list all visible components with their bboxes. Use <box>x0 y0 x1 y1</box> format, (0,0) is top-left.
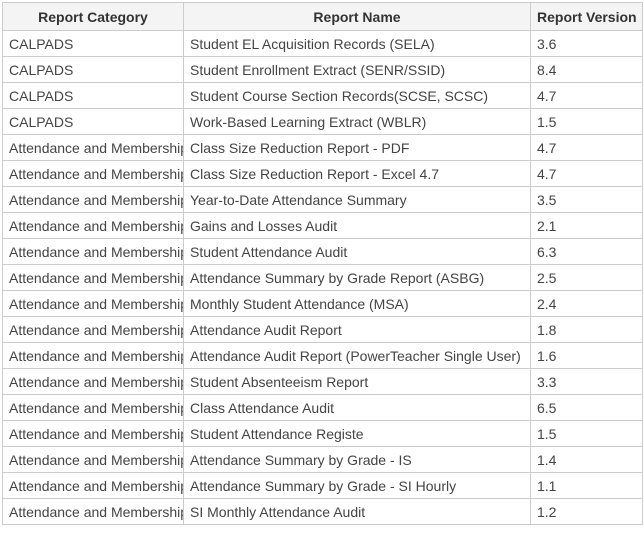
report-name-cell: SI Monthly Attendance Audit <box>183 498 531 525</box>
report-version-cell: 2.4 <box>530 290 643 317</box>
report-name-cell: Gains and Losses Audit <box>183 212 531 239</box>
report-name-cell: Attendance Summary by Grade - SI Hourly <box>183 472 531 499</box>
report-name-cell: Attendance Audit Report <box>183 316 531 343</box>
table-row: Attendance and Membership Class Attendan… <box>2 394 643 421</box>
report-name-cell: Student Absenteeism Report <box>183 368 531 395</box>
report-name-cell: Attendance Audit Report (PowerTeacher Si… <box>183 342 531 369</box>
report-version-cell: 4.7 <box>530 160 643 187</box>
report-name-cell: Student Attendance Audit <box>183 238 531 265</box>
report-category-cell: Attendance and Membership <box>2 134 184 161</box>
table-row: CALPADS Student EL Acquisition Records (… <box>2 30 643 57</box>
table-row: Attendance and Membership Attendance Sum… <box>2 472 643 499</box>
report-name-cell: Class Size Reduction Report - PDF <box>183 134 531 161</box>
report-name-cell: Monthly Student Attendance (MSA) <box>183 290 531 317</box>
report-version-cell: 2.5 <box>530 264 643 291</box>
report-category-cell: Attendance and Membership <box>2 446 184 473</box>
table-row: Attendance and Membership Student Attend… <box>2 238 643 265</box>
report-name-cell: Work-Based Learning Extract (WBLR) <box>183 108 531 135</box>
report-version-cell: 4.7 <box>530 82 643 109</box>
report-name-cell: Student Course Section Records(SCSE, SCS… <box>183 82 531 109</box>
table-body: CALPADS Student EL Acquisition Records (… <box>2 30 643 525</box>
report-category-cell: Attendance and Membership <box>2 498 184 525</box>
table-row: Attendance and Membership Monthly Studen… <box>2 290 643 317</box>
report-version-cell: 3.5 <box>530 186 643 213</box>
report-category-cell: Attendance and Membership <box>2 420 184 447</box>
table-row: CALPADS Student Course Section Records(S… <box>2 82 643 109</box>
report-version-cell: 3.6 <box>530 30 643 57</box>
table-row: Attendance and Membership Attendance Aud… <box>2 316 643 343</box>
report-version-cell: 2.1 <box>530 212 643 239</box>
report-category-cell: Attendance and Membership <box>2 316 184 343</box>
header-report-version: Report Version <box>530 2 643 31</box>
report-category-cell: Attendance and Membership <box>2 160 184 187</box>
report-category-cell: Attendance and Membership <box>2 212 184 239</box>
report-name-cell: Attendance Summary by Grade Report (ASBG… <box>183 264 531 291</box>
table-row: Attendance and Membership Year-to-Date A… <box>2 186 643 213</box>
table-row: Attendance and Membership Student Attend… <box>2 420 643 447</box>
table-row: Attendance and Membership SI Monthly Att… <box>2 498 643 525</box>
report-category-cell: CALPADS <box>2 30 184 57</box>
report-category-cell: Attendance and Membership <box>2 394 184 421</box>
report-name-cell: Year-to-Date Attendance Summary <box>183 186 531 213</box>
table-header-row: Report Category Report Name Report Versi… <box>2 2 643 31</box>
report-name-cell: Student Enrollment Extract (SENR/SSID) <box>183 56 531 83</box>
report-category-cell: Attendance and Membership <box>2 238 184 265</box>
report-category-cell: CALPADS <box>2 56 184 83</box>
report-name-cell: Attendance Summary by Grade - IS <box>183 446 531 473</box>
header-report-category: Report Category <box>2 2 184 31</box>
report-category-cell: Attendance and Membership <box>2 342 184 369</box>
report-version-cell: 1.5 <box>530 420 643 447</box>
report-category-cell: Attendance and Membership <box>2 290 184 317</box>
report-name-cell: Class Attendance Audit <box>183 394 531 421</box>
table-row: CALPADS Student Enrollment Extract (SENR… <box>2 56 643 83</box>
table-row: Attendance and Membership Class Size Red… <box>2 134 643 161</box>
report-version-cell: 6.5 <box>530 394 643 421</box>
report-category-cell: Attendance and Membership <box>2 368 184 395</box>
reports-table-container: Report Category Report Name Report Versi… <box>2 2 643 525</box>
reports-table: Report Category Report Name Report Versi… <box>2 2 643 525</box>
report-category-cell: Attendance and Membership <box>2 186 184 213</box>
header-report-name: Report Name <box>183 2 531 31</box>
report-version-cell: 3.3 <box>530 368 643 395</box>
report-category-cell: CALPADS <box>2 82 184 109</box>
report-category-cell: Attendance and Membership <box>2 264 184 291</box>
report-version-cell: 6.3 <box>530 238 643 265</box>
table-row: Attendance and Membership Student Absent… <box>2 368 643 395</box>
table-row: Attendance and Membership Class Size Red… <box>2 160 643 187</box>
report-version-cell: 4.7 <box>530 134 643 161</box>
report-category-cell: Attendance and Membership <box>2 472 184 499</box>
table-row: Attendance and Membership Attendance Sum… <box>2 264 643 291</box>
report-name-cell: Student Attendance Registe <box>183 420 531 447</box>
table-row: CALPADS Work-Based Learning Extract (WBL… <box>2 108 643 135</box>
report-name-cell: Class Size Reduction Report - Excel 4.7 <box>183 160 531 187</box>
report-version-cell: 1.4 <box>530 446 643 473</box>
table-row: Attendance and Membership Gains and Loss… <box>2 212 643 239</box>
report-version-cell: 1.8 <box>530 316 643 343</box>
report-version-cell: 1.6 <box>530 342 643 369</box>
report-category-cell: CALPADS <box>2 108 184 135</box>
report-version-cell: 1.1 <box>530 472 643 499</box>
report-version-cell: 1.5 <box>530 108 643 135</box>
report-version-cell: 1.2 <box>530 498 643 525</box>
table-row: Attendance and Membership Attendance Sum… <box>2 446 643 473</box>
report-name-cell: Student EL Acquisition Records (SELA) <box>183 30 531 57</box>
report-version-cell: 8.4 <box>530 56 643 83</box>
table-row: Attendance and Membership Attendance Aud… <box>2 342 643 369</box>
